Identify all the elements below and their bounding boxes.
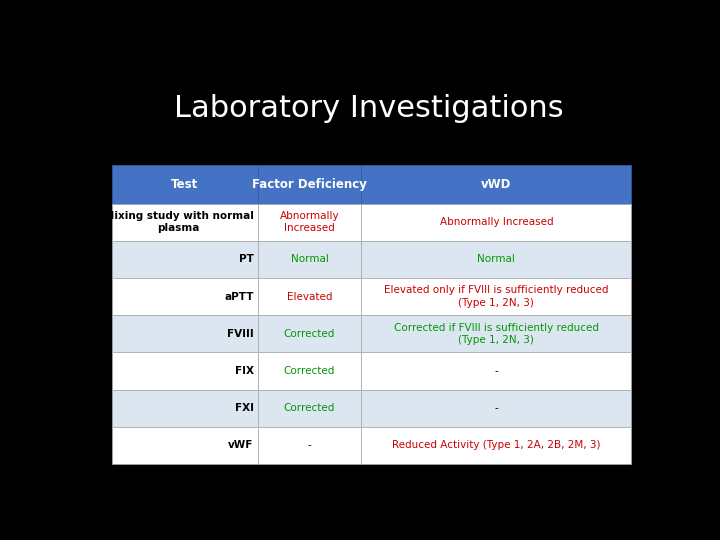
Bar: [361, 165, 631, 204]
Text: Abnormally
Increased: Abnormally Increased: [279, 211, 339, 233]
Text: vWF: vWF: [228, 440, 253, 450]
Text: FVIII: FVIII: [227, 329, 253, 339]
Bar: [258, 427, 361, 464]
Bar: [258, 352, 361, 389]
Text: Test: Test: [171, 178, 199, 191]
Bar: [361, 278, 631, 315]
Text: Corrected: Corrected: [284, 403, 336, 413]
Text: -: -: [495, 403, 498, 413]
Text: Normal: Normal: [291, 254, 328, 264]
Bar: [361, 389, 631, 427]
Bar: [112, 427, 258, 464]
Text: Normal: Normal: [477, 254, 516, 264]
Text: aPTT: aPTT: [224, 292, 253, 301]
Text: Mixing study with normal
plasma: Mixing study with normal plasma: [104, 211, 253, 233]
Bar: [361, 315, 631, 352]
Bar: [258, 315, 361, 352]
Bar: [361, 352, 631, 389]
Text: Corrected if FVIII is sufficiently reduced
(Type 1, 2N, 3): Corrected if FVIII is sufficiently reduc…: [394, 322, 599, 345]
Text: Corrected: Corrected: [284, 329, 336, 339]
Text: Laboratory Investigations: Laboratory Investigations: [174, 94, 564, 123]
Text: Abnormally Increased: Abnormally Increased: [439, 217, 553, 227]
Bar: [112, 315, 258, 352]
Text: PT: PT: [239, 254, 253, 264]
Text: FIX: FIX: [235, 366, 253, 376]
Bar: [112, 278, 258, 315]
Bar: [361, 204, 631, 241]
Bar: [112, 241, 258, 278]
Bar: [112, 204, 258, 241]
Bar: [258, 165, 361, 204]
Bar: [258, 204, 361, 241]
Bar: [361, 241, 631, 278]
Bar: [258, 278, 361, 315]
Bar: [258, 241, 361, 278]
Bar: [112, 352, 258, 389]
Text: Reduced Activity (Type 1, 2A, 2B, 2M, 3): Reduced Activity (Type 1, 2A, 2B, 2M, 3): [392, 440, 600, 450]
Bar: [361, 427, 631, 464]
Text: -: -: [495, 366, 498, 376]
Text: -: -: [307, 440, 311, 450]
Bar: [112, 389, 258, 427]
Text: FXI: FXI: [235, 403, 253, 413]
Bar: [258, 389, 361, 427]
Bar: [112, 165, 258, 204]
Text: Corrected: Corrected: [284, 366, 336, 376]
Text: vWD: vWD: [481, 178, 511, 191]
Text: Elevated: Elevated: [287, 292, 332, 301]
Text: Factor Deficiency: Factor Deficiency: [252, 178, 367, 191]
Text: Elevated only if FVIII is sufficiently reduced
(Type 1, 2N, 3): Elevated only if FVIII is sufficiently r…: [384, 285, 608, 308]
